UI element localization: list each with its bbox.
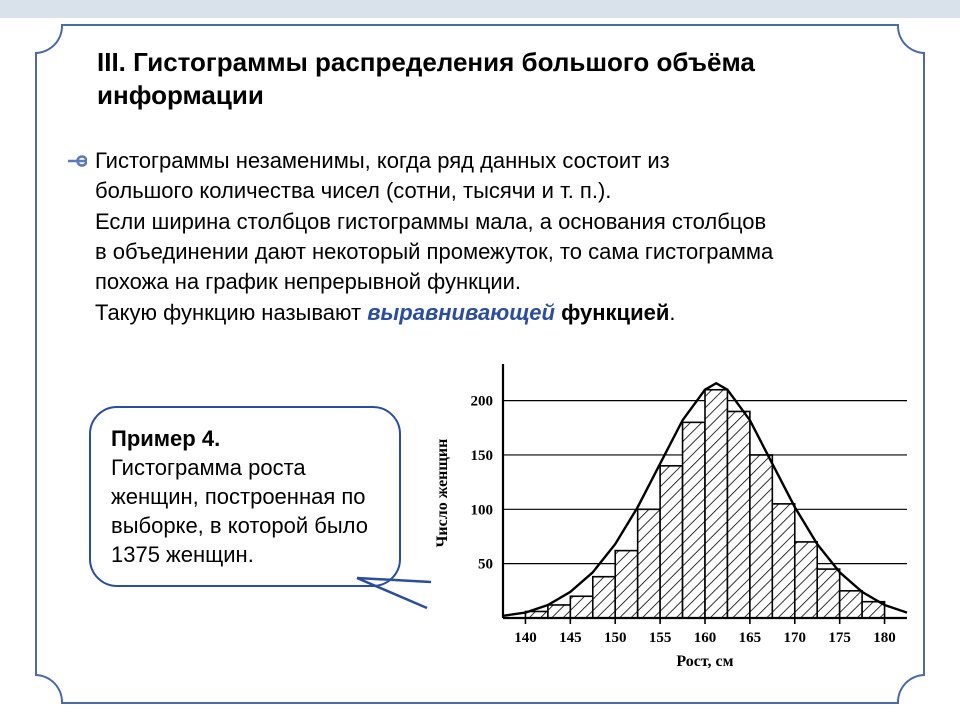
para-line: Гистограммы незаменимы, когда ряд данных… [95, 148, 670, 173]
svg-text:150: 150 [604, 630, 627, 646]
bullet-icon [67, 151, 87, 171]
term-bold: функцией [555, 300, 669, 325]
top-strip [0, 0, 960, 18]
content-frame: III. Гистограммы распределения большого … [35, 24, 925, 704]
slide-heading: III. Гистограммы распределения большого … [97, 46, 877, 111]
svg-text:180: 180 [873, 630, 896, 646]
term-emphasis: выравнивающей [367, 300, 555, 325]
svg-text:145: 145 [559, 630, 582, 646]
para-line: . [669, 300, 675, 325]
main-paragraph: Гистограммы незаменимы, когда ряд данных… [95, 146, 885, 328]
callout-body: Гистограмма роста женщин, построенная по… [111, 455, 368, 567]
svg-text:150: 150 [471, 448, 494, 464]
svg-text:200: 200 [471, 394, 494, 410]
svg-text:Рост, см: Рост, см [676, 653, 733, 670]
histogram-chart: 50 100 150 200 140 145 150 155 160 165 170 175 180 Ро… [417, 356, 917, 696]
svg-text:50: 50 [478, 557, 493, 573]
para-line: в объединении дают некоторый промежу­ток… [95, 239, 773, 264]
svg-text:100: 100 [471, 502, 494, 518]
svg-text:Число женщин: Число женщин [434, 439, 451, 548]
para-line: Та­кую функцию называют [95, 300, 367, 325]
example-callout: Пример 4. Гистограмма роста женщин, пост… [89, 406, 401, 587]
svg-text:155: 155 [649, 630, 672, 646]
svg-text:170: 170 [784, 630, 807, 646]
para-line: большого количества чисел (сотни, тысячи… [95, 178, 611, 203]
para-line: похожа на график непре­рывной функции. [95, 269, 521, 294]
svg-text:165: 165 [739, 630, 762, 646]
svg-text:140: 140 [514, 630, 537, 646]
callout-title: Пример 4. [111, 426, 220, 451]
svg-text:175: 175 [828, 630, 851, 646]
svg-text:160: 160 [694, 630, 717, 646]
para-line: Если ширина столбцов гистограммы мала, а… [95, 209, 766, 234]
